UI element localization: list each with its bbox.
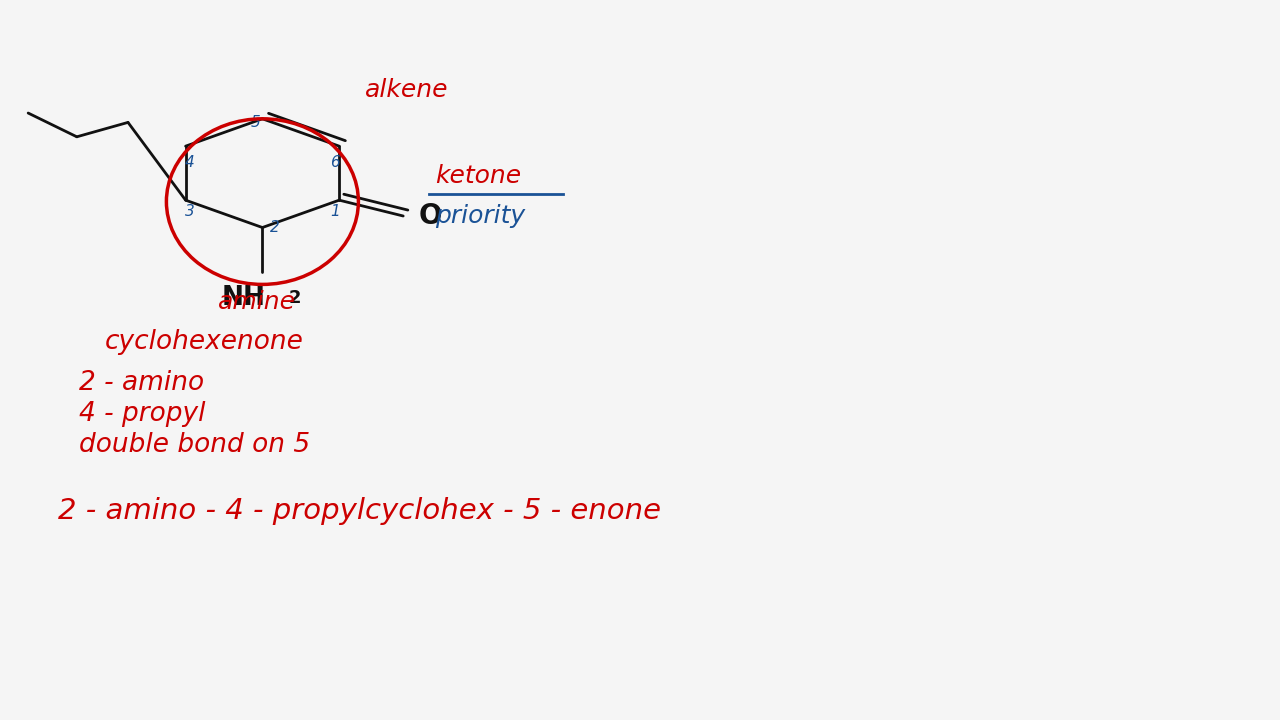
Text: 4 - propyl: 4 - propyl: [79, 401, 206, 427]
Text: ketone: ketone: [435, 164, 521, 189]
Text: 2 - amino: 2 - amino: [79, 370, 205, 396]
Text: 4: 4: [184, 155, 195, 169]
Text: double bond on 5: double bond on 5: [79, 432, 311, 458]
Text: alkene: alkene: [365, 78, 448, 102]
Text: cyclohexenone: cyclohexenone: [105, 329, 303, 355]
Text: 6: 6: [330, 155, 340, 169]
Text: 2: 2: [270, 220, 280, 235]
Text: NH: NH: [221, 285, 265, 311]
Text: amine: amine: [218, 290, 296, 315]
Text: O: O: [419, 202, 442, 230]
Text: 3: 3: [184, 204, 195, 219]
Text: 2: 2: [288, 289, 301, 307]
Text: 1: 1: [330, 204, 340, 219]
Text: priority: priority: [435, 204, 525, 228]
Text: 5: 5: [251, 115, 261, 130]
Text: 2 - amino - 4 - propylcyclohex - 5 - enone: 2 - amino - 4 - propylcyclohex - 5 - eno…: [58, 498, 660, 525]
